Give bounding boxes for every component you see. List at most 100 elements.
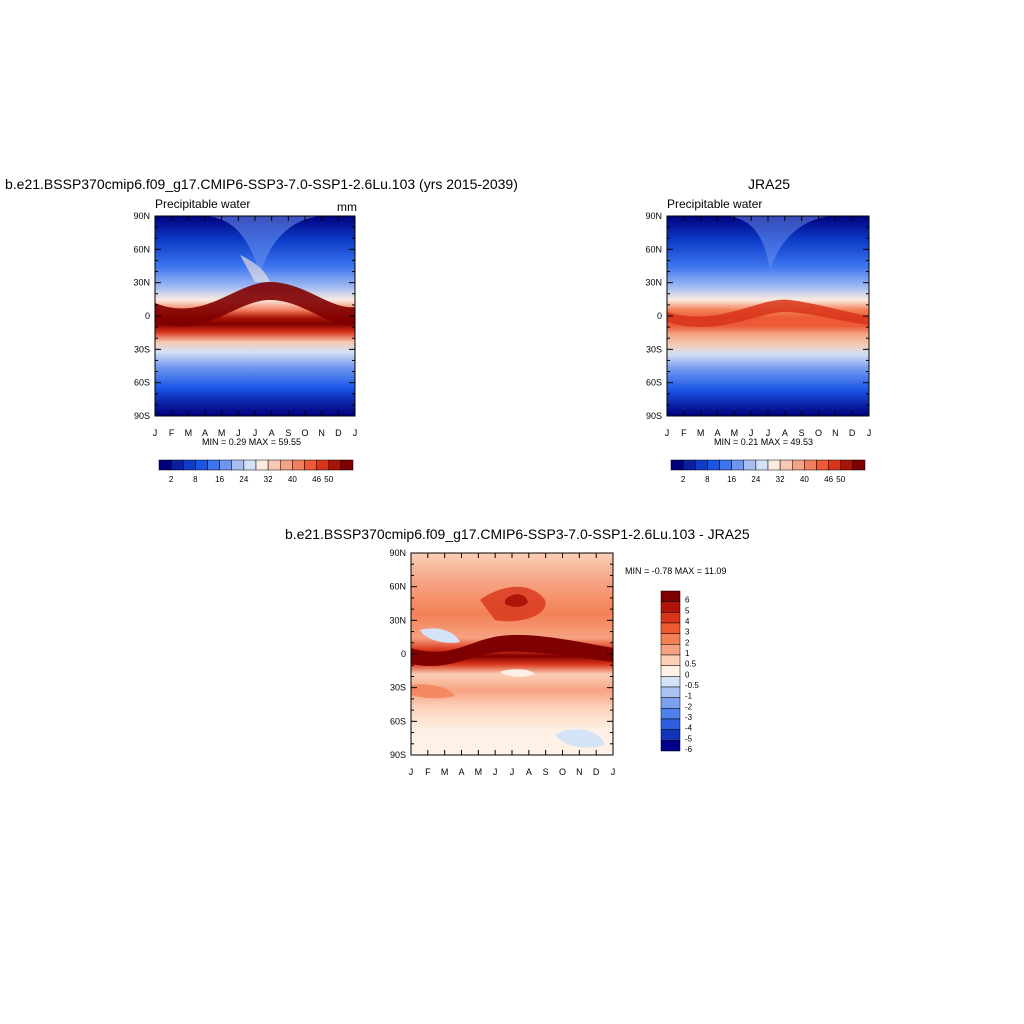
- colorbar-swatch: [183, 459, 196, 471]
- x-tick-label: A: [526, 767, 532, 777]
- diff-colorbar-label: 6: [685, 596, 690, 605]
- x-tick-label: J: [236, 428, 241, 438]
- colorbar-swatch: [707, 459, 720, 471]
- colorbar-swatch: [719, 459, 732, 471]
- colorbar-swatch: [852, 459, 866, 471]
- y-tick-label: 60N: [645, 244, 662, 254]
- diff-colorbar-label: 0.5: [685, 660, 697, 669]
- colorbar-label: 24: [239, 475, 248, 484]
- x-tick-label: D: [593, 767, 600, 777]
- diff-colorbar-label: 2: [685, 638, 690, 647]
- x-tick-label: A: [269, 428, 275, 438]
- colorbar-label: 46: [824, 475, 833, 484]
- diff-colorbar-label: 5: [685, 606, 690, 615]
- y-tick-label: 60S: [390, 716, 406, 726]
- left-variable-label: Precipitable water: [155, 197, 251, 211]
- colorbar-swatch: [158, 459, 172, 471]
- x-tick-label: J: [510, 767, 515, 777]
- diff-colorbar-label: -4: [685, 724, 693, 733]
- diff-colorbar-label: -0.5: [685, 681, 699, 690]
- colorbar-label: 24: [751, 475, 760, 484]
- diff-colorbar-swatch: [660, 654, 681, 666]
- x-tick-label: M: [218, 428, 226, 438]
- y-tick-label: 30S: [134, 344, 150, 354]
- colorbar-swatch: [767, 459, 781, 471]
- x-tick-label: F: [681, 428, 687, 438]
- x-tick-label: J: [153, 428, 158, 438]
- diff-colorbar-swatch: [660, 665, 681, 677]
- y-tick-label: 90N: [133, 211, 150, 221]
- x-tick-label: A: [202, 428, 208, 438]
- x-tick-label: J: [867, 428, 872, 438]
- y-tick-label: 60S: [646, 378, 662, 388]
- x-tick-label: J: [766, 428, 771, 438]
- right-heatmap-field: [667, 216, 869, 416]
- y-tick-label: 90S: [390, 750, 406, 760]
- y-tick-label: 90N: [645, 211, 662, 221]
- left-panel-title: b.e21.BSSP370cmip6.f09_g17.CMIP6-SSP3-7.…: [5, 176, 518, 192]
- x-tick-label: O: [301, 428, 308, 438]
- diff-colorbar-swatch: [660, 708, 681, 720]
- colorbar-swatch: [695, 459, 708, 471]
- colorbar-label: 16: [727, 475, 736, 484]
- diff-panel-title: b.e21.BSSP370cmip6.f09_g17.CMIP6-SSP3-7.…: [285, 526, 750, 542]
- y-tick-label: 0: [657, 311, 662, 321]
- diff-colorbar-label: -6: [685, 745, 693, 754]
- x-tick-label: F: [169, 428, 175, 438]
- colorbar-swatch: [207, 459, 220, 471]
- diff-colorbar-swatch: [660, 633, 681, 645]
- colorbar-swatch: [804, 459, 817, 471]
- colorbar-label: 8: [193, 475, 198, 484]
- x-tick-label: S: [543, 767, 549, 777]
- diff-colorbar-label: 0: [685, 670, 690, 679]
- diff-minmax-label: MIN = -0.78 MAX = 11.09: [625, 566, 727, 576]
- colorbar-swatch: [231, 459, 245, 471]
- x-tick-label: A: [782, 428, 788, 438]
- x-tick-label: N: [576, 767, 583, 777]
- x-tick-label: A: [714, 428, 720, 438]
- diff-colorbar-swatch: [660, 740, 681, 752]
- x-tick-label: D: [849, 428, 856, 438]
- x-tick-label: M: [697, 428, 705, 438]
- diff-colorbar-swatch: [660, 644, 681, 656]
- x-tick-label: O: [559, 767, 566, 777]
- diff-colorbar-swatch: [660, 622, 681, 634]
- colorbar-swatch: [840, 459, 854, 471]
- colorbar-label: 50: [324, 475, 333, 484]
- colorbar-swatch: [219, 459, 232, 471]
- y-tick-label: 30N: [645, 278, 662, 288]
- colorbar-label: 32: [264, 475, 273, 484]
- x-tick-label: N: [832, 428, 839, 438]
- x-tick-label: J: [253, 428, 258, 438]
- colorbar-label: 46: [312, 475, 321, 484]
- colorbar-swatch: [280, 459, 293, 471]
- colorbar-label: 2: [681, 475, 686, 484]
- left-heatmap-field: [155, 216, 355, 416]
- x-tick-label: J: [353, 428, 358, 438]
- colorbar-swatch: [816, 459, 829, 471]
- x-tick-label: O: [815, 428, 822, 438]
- right-panel-title: JRA25: [748, 176, 791, 192]
- diff-colorbar-swatch: [660, 729, 681, 741]
- x-tick-label: F: [425, 767, 431, 777]
- x-tick-label: M: [475, 767, 483, 777]
- diff-colorbar-swatch: [660, 686, 681, 698]
- x-tick-label: M: [441, 767, 449, 777]
- colorbar-swatch: [731, 459, 744, 471]
- diff-colorbar-swatch: [660, 601, 681, 613]
- colorbar-swatch: [255, 459, 269, 471]
- x-tick-label: N: [318, 428, 325, 438]
- colorbar-swatch: [779, 459, 793, 471]
- left-minmax-label: MIN = 0.29 MAX = 59.55: [202, 437, 302, 447]
- diff-colorbar-label: 3: [685, 628, 690, 637]
- y-tick-label: 60N: [133, 244, 150, 254]
- x-tick-label: D: [335, 428, 342, 438]
- x-tick-label: J: [611, 767, 616, 777]
- colorbar-swatch: [670, 459, 684, 471]
- y-tick-label: 0: [145, 311, 150, 321]
- colorbar-label: 8: [705, 475, 710, 484]
- y-tick-label: 60S: [134, 378, 150, 388]
- x-tick-label: J: [749, 428, 754, 438]
- diff-colorbar-label: 1: [685, 649, 690, 658]
